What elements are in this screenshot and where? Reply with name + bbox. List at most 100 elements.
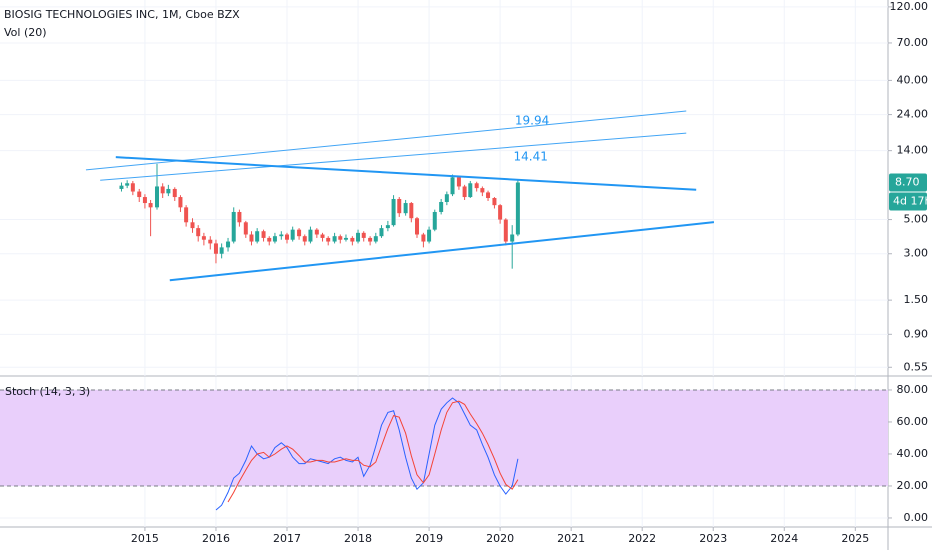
x-tick-label: 2024 — [770, 532, 798, 545]
candle-body — [474, 183, 479, 189]
annotation: 14.41 — [513, 150, 547, 164]
candle-body — [492, 198, 497, 206]
candle-body — [421, 234, 426, 242]
candle-body — [237, 211, 242, 223]
candle-body — [272, 236, 277, 242]
volume-label: Vol (20) — [4, 26, 47, 39]
candle-body — [137, 191, 142, 198]
y-tick-label: 1.50 — [904, 293, 929, 306]
candle-body — [249, 234, 254, 242]
candle-body — [326, 237, 331, 242]
stoch-line — [227, 400, 519, 503]
candle-body — [166, 188, 171, 194]
x-tick-label: 2022 — [628, 532, 656, 545]
y-tick-label: 0.90 — [904, 327, 929, 340]
candle-body — [361, 232, 366, 238]
x-tick-label: 2018 — [344, 532, 372, 545]
candle-body — [486, 192, 491, 199]
candle-body — [213, 243, 218, 254]
candle-body — [343, 237, 348, 240]
y-tick-label: 40.00 — [897, 73, 929, 86]
candle-body — [201, 236, 206, 240]
candle-body — [450, 177, 455, 195]
candle-body — [208, 239, 213, 244]
candle-body — [178, 197, 183, 208]
trend-line — [100, 132, 687, 181]
x-tick-label: 2021 — [557, 532, 585, 545]
candle-body — [391, 198, 396, 226]
candle-body — [320, 234, 325, 238]
candle-body — [279, 234, 284, 237]
last-price-label: 8.70 — [895, 175, 920, 188]
candle-body — [415, 218, 420, 235]
y-tick-label: 120.00 — [890, 0, 929, 13]
candle-body — [368, 237, 373, 242]
candle-body — [356, 232, 361, 242]
y-tick-label: 40.00 — [897, 447, 929, 460]
y-tick-label: 80.00 — [897, 383, 929, 396]
x-tick-label: 2020 — [486, 532, 514, 545]
candle-body — [439, 202, 444, 212]
stoch-label: Stoch (14, 3, 3) — [5, 385, 90, 398]
candle-body — [338, 236, 343, 240]
trend-line — [115, 156, 697, 191]
annotation: 19.94 — [515, 114, 549, 128]
candle-body — [409, 203, 414, 219]
candle-body — [130, 183, 135, 192]
candle-body — [432, 211, 437, 230]
candle-body — [403, 203, 408, 214]
candle-body — [314, 229, 319, 235]
candle-body — [255, 231, 260, 242]
y-tick-label: 3.00 — [904, 247, 929, 260]
candle-body — [350, 237, 355, 242]
candle-body — [219, 247, 224, 254]
candle-body — [373, 236, 378, 242]
stoch-band — [0, 389, 888, 486]
candle-body — [285, 234, 290, 240]
trend-line — [85, 110, 687, 171]
last-price-tag — [889, 173, 927, 192]
candle-body — [456, 177, 461, 187]
candle-body — [148, 203, 153, 208]
candle-body — [261, 231, 266, 238]
candle-body — [385, 225, 390, 229]
candle-body — [290, 229, 295, 240]
candle-body — [226, 241, 231, 248]
x-tick-label: 2025 — [841, 532, 869, 545]
y-tick-label: 14.00 — [897, 144, 929, 157]
candle-body — [297, 229, 302, 237]
stoch-line — [215, 397, 519, 511]
candle-body — [119, 185, 124, 189]
x-tick-label: 2019 — [415, 532, 443, 545]
candle-body — [498, 205, 503, 220]
candle-body — [243, 222, 248, 235]
candle-body — [142, 197, 147, 204]
y-tick-label: 60.00 — [897, 415, 929, 428]
candle-body — [302, 236, 307, 242]
trend-line — [169, 221, 715, 282]
candle-body — [427, 229, 432, 242]
candle-body — [397, 198, 402, 214]
candle-body — [125, 183, 130, 186]
candle-body — [515, 182, 520, 235]
candle-body — [503, 219, 508, 242]
x-tick-label: 2015 — [131, 532, 159, 545]
x-tick-label: 2017 — [273, 532, 301, 545]
symbol-title: BIOSIG TECHNOLOGIES INC, 1M, Cboe BZX — [4, 8, 240, 21]
candle-body — [172, 188, 177, 198]
y-tick-label: 20.00 — [897, 479, 929, 492]
y-tick-label: 0.00 — [904, 511, 929, 524]
candle-body — [308, 229, 313, 242]
candle-body — [332, 236, 337, 242]
countdown-label: 4d 17h — [893, 194, 931, 207]
candle-body — [231, 211, 236, 242]
candle-body — [468, 183, 473, 198]
x-tick-label: 2016 — [202, 532, 230, 545]
candle-body — [462, 186, 467, 198]
candle-body — [196, 228, 201, 237]
candle-body — [160, 186, 165, 194]
countdown-tag — [889, 192, 927, 211]
candle-body — [154, 186, 159, 208]
candle-body — [510, 234, 515, 242]
